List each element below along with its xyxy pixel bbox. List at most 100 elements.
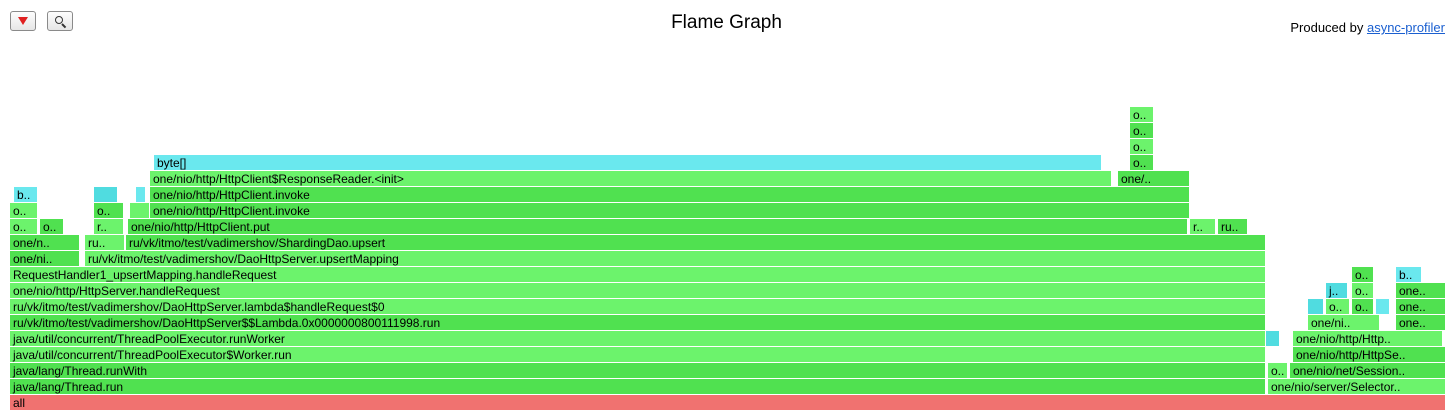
frame[interactable]: one/nio/http/HttpSe.. — [1293, 347, 1445, 362]
frame-rect[interactable] — [10, 315, 1265, 330]
frame[interactable] — [94, 187, 117, 202]
frame-rect[interactable] — [14, 187, 37, 202]
frame-rect[interactable] — [150, 187, 1189, 202]
frame-rect[interactable] — [10, 331, 1265, 346]
frame-rect[interactable] — [10, 363, 1265, 378]
reverse-button[interactable] — [10, 11, 36, 31]
frame-rect[interactable] — [94, 219, 123, 234]
frame-rect[interactable] — [130, 203, 149, 218]
frame-rect[interactable] — [154, 155, 1101, 170]
frame-rect[interactable] — [1326, 299, 1349, 314]
frame[interactable]: one/n.. — [10, 235, 79, 250]
frame[interactable]: one/nio/http/HttpClient$ResponseReader.<… — [150, 171, 1111, 186]
frame[interactable] — [1376, 299, 1389, 314]
frame-rect[interactable] — [1308, 315, 1379, 330]
frame-rect[interactable] — [10, 299, 1265, 314]
frame-rect[interactable] — [1376, 299, 1389, 314]
search-button[interactable] — [47, 11, 73, 31]
frame[interactable]: r.. — [1190, 219, 1215, 234]
frame-rect[interactable] — [1266, 331, 1279, 346]
frame[interactable]: java/lang/Thread.run — [10, 379, 1265, 394]
frame[interactable]: o.. — [94, 203, 123, 218]
frame-rect[interactable] — [136, 187, 145, 202]
frame[interactable]: o.. — [10, 219, 37, 234]
frame[interactable]: one/nio/http/HttpClient.invoke — [150, 203, 1189, 218]
frame-rect[interactable] — [128, 219, 1187, 234]
frame-rect[interactable] — [10, 203, 37, 218]
frame-rect[interactable] — [1290, 363, 1445, 378]
frame-rect[interactable] — [1293, 331, 1442, 346]
frame-rect[interactable] — [150, 171, 1111, 186]
frame-rect[interactable] — [10, 267, 1265, 282]
frame-rect[interactable] — [150, 203, 1189, 218]
frame[interactable]: all — [10, 395, 1445, 410]
frame[interactable]: java/util/concurrent/ThreadPoolExecutor$… — [10, 347, 1265, 362]
frame-rect[interactable] — [1130, 139, 1153, 154]
frame-rect[interactable] — [1308, 299, 1323, 314]
frame[interactable]: RequestHandler1_upsertMapping.handleRequ… — [10, 267, 1265, 282]
async-profiler-link[interactable]: async-profiler — [1366, 20, 1445, 35]
frame-rect[interactable] — [85, 251, 1265, 266]
frame[interactable]: one/nio/http/Http.. — [1293, 331, 1442, 346]
frame-rect[interactable] — [85, 235, 124, 250]
frame[interactable]: java/lang/Thread.runWith — [10, 363, 1265, 378]
frame[interactable]: one.. — [1396, 283, 1445, 298]
frame[interactable]: ru/vk/itmo/test/vadimershov/DaoHttpServe… — [10, 299, 1265, 314]
frame[interactable]: one/ni.. — [10, 251, 79, 266]
frame-rect[interactable] — [1326, 283, 1347, 298]
frame[interactable]: ru/vk/itmo/test/vadimershov/DaoHttpServe… — [10, 315, 1265, 330]
frame[interactable]: o.. — [10, 203, 37, 218]
frame[interactable]: ru/vk/itmo/test/vadimershov/DaoHttpServe… — [85, 251, 1265, 266]
frame[interactable] — [1308, 299, 1323, 314]
frame-rect[interactable] — [1130, 155, 1153, 170]
frame-rect[interactable] — [40, 219, 63, 234]
frame[interactable]: java/util/concurrent/ThreadPoolExecutor.… — [10, 331, 1265, 346]
frame[interactable] — [130, 203, 149, 218]
frame[interactable]: o.. — [1268, 363, 1287, 378]
frame[interactable]: o.. — [1130, 107, 1153, 122]
frame-rect[interactable] — [1190, 219, 1215, 234]
frame-rect[interactable] — [1352, 267, 1373, 282]
frame-rect[interactable] — [94, 187, 117, 202]
frame[interactable]: b.. — [1396, 267, 1421, 282]
frame-rect[interactable] — [1268, 379, 1445, 394]
frame-rect[interactable] — [1396, 315, 1445, 330]
frame-rect[interactable] — [1396, 283, 1445, 298]
frame[interactable]: ru.. — [1218, 219, 1247, 234]
frame[interactable]: one/nio/http/HttpClient.invoke — [150, 187, 1189, 202]
frame[interactable]: r.. — [94, 219, 123, 234]
frame[interactable]: j.. — [1326, 283, 1347, 298]
frame-rect[interactable] — [1218, 219, 1247, 234]
frame-rect[interactable] — [10, 235, 79, 250]
frame-rect[interactable] — [10, 347, 1265, 362]
frame[interactable]: ru.. — [85, 235, 124, 250]
frame[interactable]: one/nio/net/Session.. — [1290, 363, 1445, 378]
frame[interactable]: ru/vk/itmo/test/vadimershov/ShardingDao.… — [126, 235, 1265, 250]
frame-rect[interactable] — [10, 395, 1445, 410]
frame[interactable]: one.. — [1396, 315, 1445, 330]
frame[interactable]: o.. — [1130, 155, 1153, 170]
frame[interactable]: byte[] — [154, 155, 1101, 170]
frame-rect[interactable] — [1268, 363, 1287, 378]
frame-rect[interactable] — [1130, 107, 1153, 122]
frame[interactable]: one/nio/http/HttpServer.handleRequest — [10, 283, 1265, 298]
frame[interactable]: one/ni.. — [1308, 315, 1379, 330]
frame[interactable]: o.. — [1352, 299, 1373, 314]
frame-rect[interactable] — [1352, 283, 1373, 298]
frame-rect[interactable] — [10, 379, 1265, 394]
frame[interactable]: o.. — [1130, 123, 1153, 138]
frame[interactable]: o.. — [1130, 139, 1153, 154]
frame[interactable]: o.. — [1352, 283, 1373, 298]
frame[interactable]: one/nio/server/Selector.. — [1268, 379, 1445, 394]
frame[interactable] — [136, 187, 145, 202]
frame-rect[interactable] — [10, 283, 1265, 298]
frame-rect[interactable] — [1118, 171, 1189, 186]
frame[interactable]: one/nio/http/HttpClient.put — [128, 219, 1187, 234]
frame-rect[interactable] — [1352, 299, 1373, 314]
frame[interactable]: one/.. — [1118, 171, 1189, 186]
frame-rect[interactable] — [1130, 123, 1153, 138]
frame-rect[interactable] — [1396, 299, 1445, 314]
frame[interactable]: b.. — [14, 187, 37, 202]
frame[interactable]: o.. — [1326, 299, 1349, 314]
frame[interactable]: o.. — [1352, 267, 1373, 282]
